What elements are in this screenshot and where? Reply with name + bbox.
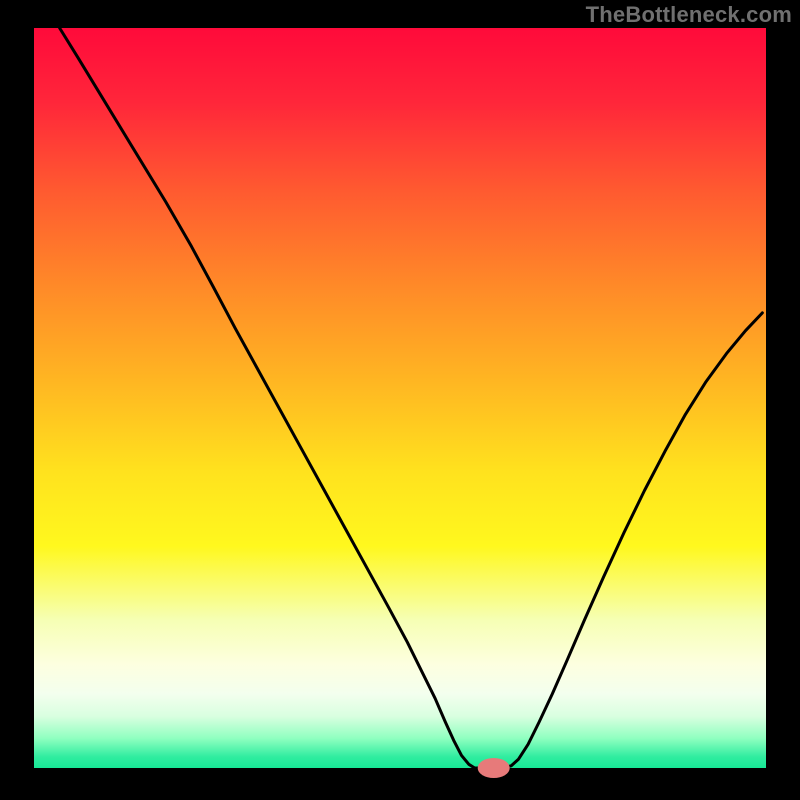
watermark-label: TheBottleneck.com [586,2,792,28]
bottleneck-chart: TheBottleneck.com [0,0,800,800]
chart-canvas [0,0,800,800]
plot-background [34,28,766,768]
minimum-marker [478,758,510,778]
